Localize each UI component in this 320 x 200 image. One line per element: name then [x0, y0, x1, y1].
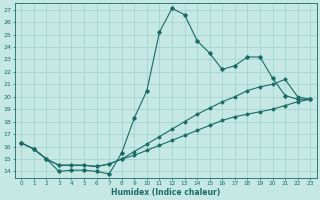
- X-axis label: Humidex (Indice chaleur): Humidex (Indice chaleur): [111, 188, 220, 197]
